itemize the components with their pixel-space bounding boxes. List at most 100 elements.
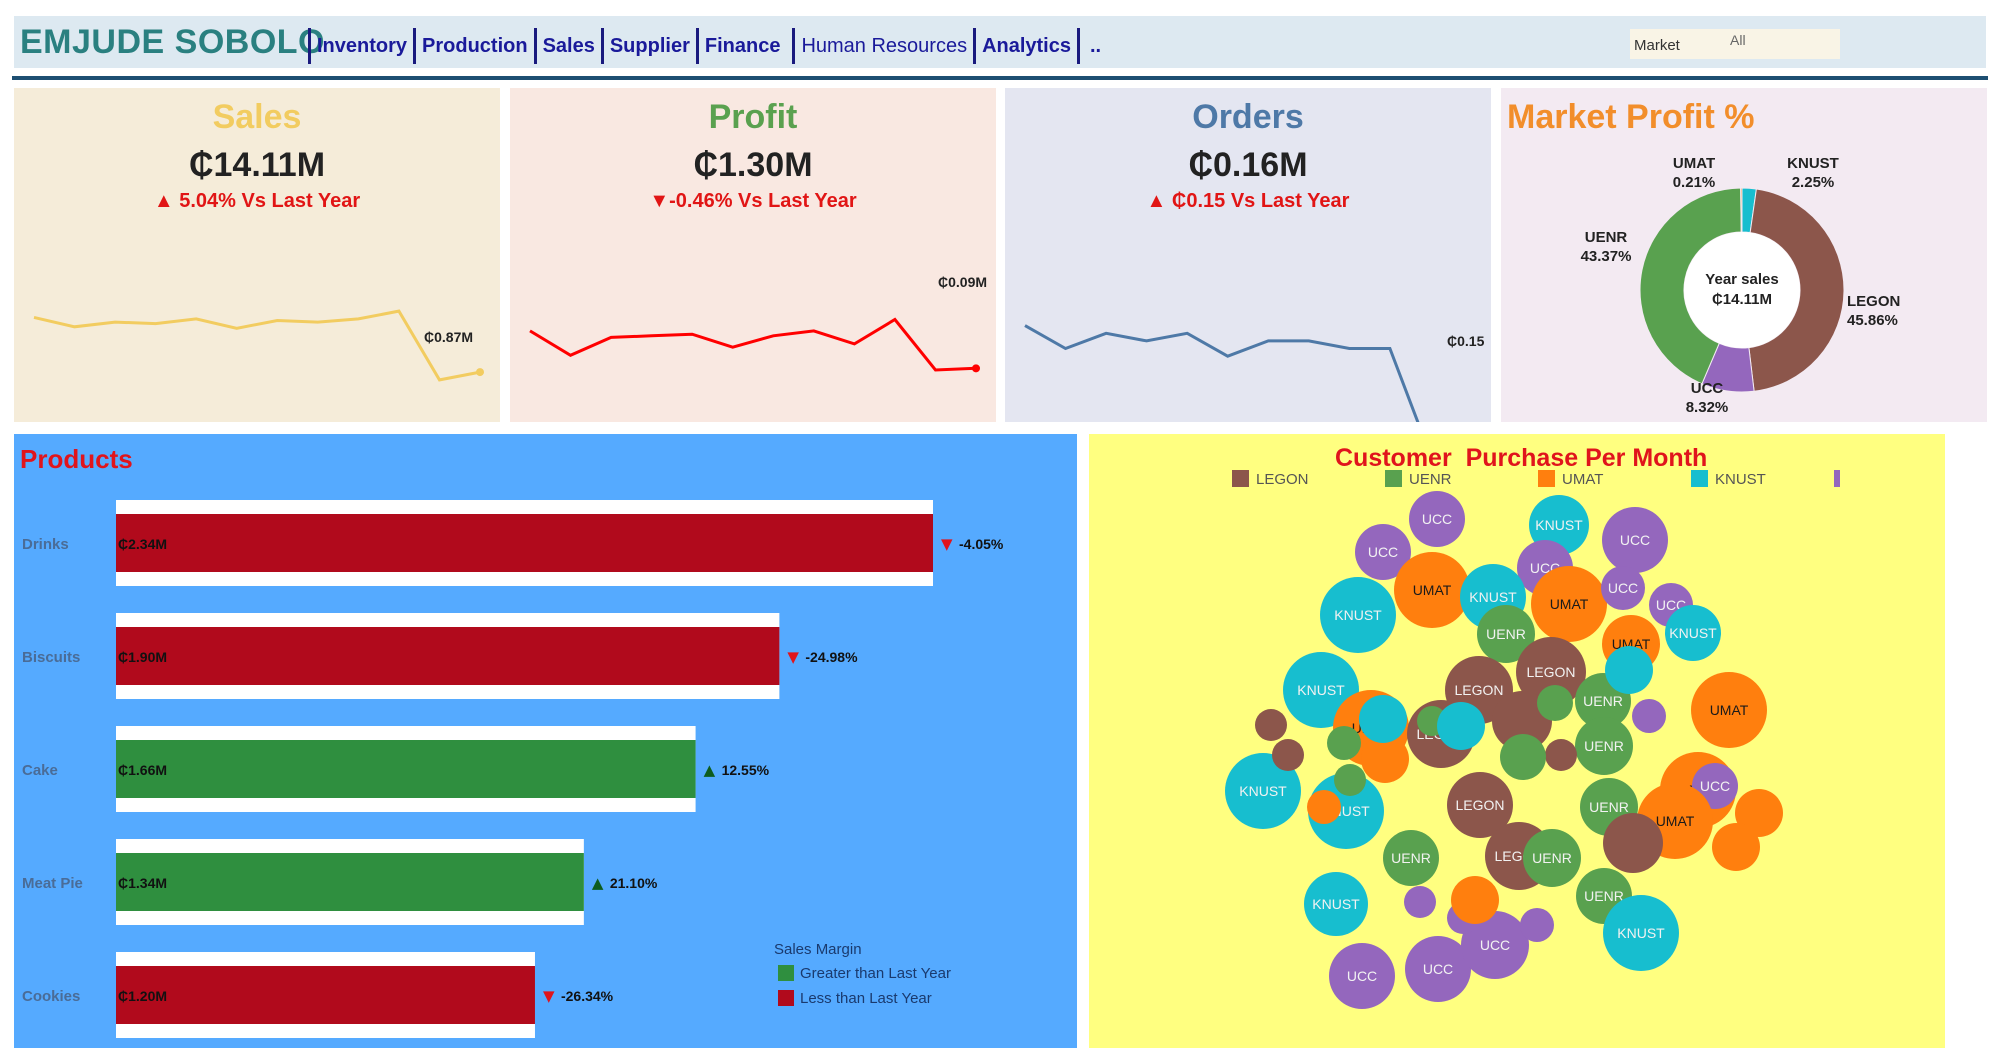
nav-item-inventory[interactable]: Inventory <box>317 34 408 57</box>
orders-kpi-title: Orders <box>1192 98 1304 136</box>
product-bar <box>116 740 696 798</box>
sales-sparkline-line <box>33 309 481 382</box>
market-filter[interactable]: Market All <box>1630 29 1840 59</box>
bubble-uenr <box>1500 734 1546 780</box>
bubble-label: UCC <box>1423 961 1453 977</box>
bubble-legon <box>1545 739 1577 771</box>
donut-label-name-knust: KNUST <box>1787 155 1839 172</box>
profit-sparkline-end-label: ₵0.09M <box>938 274 987 290</box>
nav-item-more[interactable]: .. <box>1090 34 1102 57</box>
product-change-label: -4.05% <box>959 536 1004 552</box>
bubble-legend-swatch <box>1691 470 1708 487</box>
nav-item-supplier[interactable]: Supplier <box>609 34 690 57</box>
bubble-uenr <box>1327 726 1361 760</box>
bubble-label: UENR <box>1532 850 1572 866</box>
bubble-label: UCC <box>1620 532 1650 548</box>
bubble-umat <box>1691 672 1767 748</box>
bubble-legend-label: KNUST <box>1715 471 1766 488</box>
legend-label-less: Less than Last Year <box>800 990 932 1007</box>
bubble-legend-swatch <box>1232 470 1249 487</box>
product-bar-value-label: ₵1.34M <box>118 875 167 891</box>
bubble-knust <box>1225 753 1301 829</box>
bubble-ucc <box>1520 908 1554 942</box>
customer-purchase-panel: Customer Purchase Per Month LEGON UENR UMA… <box>1089 434 1945 1048</box>
donut-label-value-ucc: 8.32% <box>1686 399 1729 416</box>
down-arrow-icon: ▼ <box>543 987 555 1005</box>
profit-sparkline: ₵0.09M <box>529 274 987 373</box>
nav-separator <box>695 28 699 64</box>
bubble-legend-label: UMAT <box>1562 471 1603 488</box>
bubble-uenr <box>1575 717 1633 775</box>
bubble-legend-swatch <box>1538 470 1555 487</box>
legend-swatch-greater <box>778 965 794 981</box>
donut-label-value-umat: 0.21% <box>1673 174 1716 191</box>
sales-kpi-card: Sales ₵14.11M ▲ 5.04% Vs Last Year ₵0.87… <box>14 88 500 422</box>
legend-swatch-less <box>778 990 794 1006</box>
market-profit-title: Market Profit % <box>1507 98 1755 136</box>
bubble-label: KNUST <box>1669 625 1717 641</box>
product-category-label: Drinks <box>22 536 69 553</box>
bubble-legend-label: LEGON <box>1256 471 1309 488</box>
nav-separator <box>1077 28 1080 64</box>
orders-sparkline-line <box>1024 324 1420 422</box>
product-change-label: -24.98% <box>805 649 858 665</box>
bubble-label: KNUST <box>1239 783 1287 799</box>
bubble-label: KNUST <box>1334 607 1382 623</box>
bubble-label: UCC <box>1608 580 1638 596</box>
bubble-label: UENR <box>1589 799 1629 815</box>
product-category-label: Cake <box>22 762 58 779</box>
bubble-label: UENR <box>1486 626 1526 642</box>
sales-kpi-title: Sales <box>212 98 302 136</box>
orders-kpi-delta: ▲ ₵0.15 Vs Last Year <box>1146 190 1350 212</box>
bubble-knust <box>1320 577 1396 653</box>
orders-kpi-card: Orders ₵0.16M ▲ ₵0.15 Vs Last Year ₵0.15 <box>1005 88 1491 422</box>
donut-hole <box>1684 232 1800 348</box>
bubble-ucc <box>1632 699 1666 733</box>
donut-label-name-umat: UMAT <box>1673 155 1715 172</box>
bubble-label: KNUST <box>1617 925 1665 941</box>
product-bar-value-label: ₵1.20M <box>118 988 167 1004</box>
donut-center-value: ₵14.11M <box>1712 291 1772 308</box>
donut-label-value-uenr: 43.37% <box>1581 248 1632 265</box>
product-category-label: Cookies <box>22 988 80 1005</box>
bubble-uenr <box>1523 829 1581 887</box>
profit-kpi-card: Profit ₵1.30M ▼-0.46% Vs Last Year ₵0.09… <box>510 88 996 422</box>
donut-label-value-legon: 45.86% <box>1847 312 1898 329</box>
bubble-ucc <box>1405 936 1471 1002</box>
nav-item-finance[interactable]: Finance <box>704 34 781 57</box>
nav-item-human-resources[interactable]: Human Resources <box>801 34 968 57</box>
market-filter-label: Market <box>1634 37 1680 54</box>
bubble-ucc <box>1602 507 1668 573</box>
market-filter-value[interactable]: All <box>1730 32 1746 48</box>
bubble-label: UCC <box>1368 544 1398 560</box>
legend-label-greater: Greater than Last Year <box>800 965 951 982</box>
donut-label-name-legon: LEGON <box>1847 293 1900 310</box>
nav-bar: Inventory Production Sales Supplier Fina… <box>304 26 1103 66</box>
nav-item-sales[interactable]: Sales <box>542 34 595 57</box>
profit-sparkline-line <box>529 317 977 372</box>
bubble-label: UCC <box>1422 511 1452 527</box>
bubble-umat <box>1451 876 1499 924</box>
bubble-label: UMAT <box>1656 813 1695 829</box>
bubble-label: UMAT <box>1413 582 1452 598</box>
header-divider <box>12 76 1988 80</box>
bubble-ucc <box>1461 911 1529 979</box>
bubble-knust <box>1605 646 1653 694</box>
bubble-umat <box>1307 790 1341 824</box>
nav-item-production[interactable]: Production <box>422 34 528 57</box>
bubble-ucc <box>1329 943 1395 1009</box>
up-arrow-icon: ▲ <box>592 874 604 892</box>
donut-label-name-ucc: UCC <box>1691 380 1724 397</box>
bubble-uenr <box>1537 685 1573 721</box>
bubble-legon <box>1603 813 1663 873</box>
profit-kpi-value: ₵1.30M <box>693 146 813 184</box>
bubble-legon <box>1447 772 1513 838</box>
brand-title: EMJUDE SOBOLO <box>20 23 325 61</box>
bubble-ucc <box>1409 491 1465 547</box>
bubble-uenr <box>1477 605 1535 663</box>
product-change-label: 12.55% <box>722 762 770 778</box>
profit-kpi-title: Profit <box>708 98 798 136</box>
nav-separator <box>413 28 417 64</box>
nav-item-analytics[interactable]: Analytics <box>982 34 1071 57</box>
sales-kpi-value: ₵14.11M <box>188 146 326 184</box>
